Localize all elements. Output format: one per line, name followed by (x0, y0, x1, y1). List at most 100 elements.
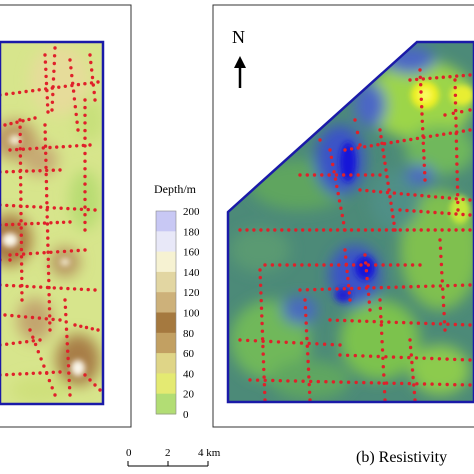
survey-point (408, 345, 413, 350)
survey-point (381, 365, 385, 369)
survey-point (454, 131, 458, 136)
survey-point (56, 250, 60, 254)
survey-point (312, 173, 317, 177)
survey-point (356, 173, 360, 177)
survey-point (328, 228, 333, 232)
survey-point (438, 322, 443, 326)
survey-point (20, 269, 24, 273)
survey-point (18, 147, 22, 151)
survey-point (252, 228, 256, 232)
survey-point (315, 342, 319, 346)
survey-point (440, 211, 444, 215)
survey-point (412, 209, 416, 213)
survey-point (44, 67, 48, 72)
survey-point (378, 173, 382, 177)
survey-point (422, 163, 426, 167)
survey-point (63, 298, 67, 302)
survey-point (402, 138, 406, 143)
survey-point (383, 161, 387, 165)
survey-point (460, 110, 464, 114)
survey-point (374, 263, 378, 267)
survey-point (419, 228, 423, 232)
survey-point (305, 288, 310, 292)
survey-point (79, 207, 84, 211)
survey-point (305, 336, 309, 341)
survey-point (63, 305, 68, 309)
survey-point (18, 118, 22, 122)
survey-point (46, 243, 50, 247)
survey-point (259, 228, 263, 232)
survey-point (345, 353, 350, 357)
survey-point (31, 339, 35, 343)
survey-point (25, 372, 29, 376)
survey-point (384, 168, 388, 172)
survey-point (45, 194, 49, 198)
legend-title: Depth/m (154, 182, 197, 196)
survey-point (19, 190, 23, 194)
survey-point (49, 221, 53, 225)
survey-point (75, 120, 79, 124)
survey-point (23, 315, 28, 319)
survey-point (59, 206, 63, 210)
survey-point (455, 193, 460, 197)
survey-point (433, 210, 437, 215)
survey-point (31, 89, 35, 93)
survey-point (61, 220, 66, 224)
survey-point (47, 378, 52, 383)
survey-point (377, 228, 382, 232)
survey-point (83, 174, 87, 179)
survey-point (262, 383, 267, 387)
survey-point (321, 228, 326, 232)
survey-point (73, 323, 77, 327)
survey-point (293, 379, 298, 383)
survey-point (416, 284, 420, 289)
survey-point (47, 278, 51, 283)
survey-point (51, 168, 55, 172)
survey-point (431, 322, 435, 326)
survey-point (238, 338, 242, 342)
survey-point (287, 228, 291, 232)
survey-point (286, 379, 290, 383)
survey-point (420, 119, 424, 124)
survey-point (83, 167, 87, 171)
legend-tick-label: 180 (183, 226, 200, 238)
survey-point (328, 148, 332, 152)
survey-point (468, 108, 472, 112)
survey-point (356, 228, 361, 232)
survey-point (342, 228, 347, 232)
survey-point (460, 283, 465, 287)
survey-point (433, 228, 437, 232)
survey-point (442, 311, 446, 316)
survey-point (307, 375, 311, 379)
survey-point (422, 382, 427, 386)
survey-point (468, 128, 472, 132)
survey-point (372, 189, 376, 193)
survey-point (33, 116, 37, 120)
survey-point (364, 269, 369, 273)
survey-point (46, 110, 50, 114)
survey-point (379, 320, 384, 324)
survey-point (36, 221, 40, 226)
survey-point (378, 306, 383, 310)
survey-point (37, 88, 41, 92)
survey-point (369, 144, 373, 148)
survey-point (386, 181, 390, 185)
survey-point (349, 147, 354, 151)
legend-swatch (156, 373, 176, 395)
survey-point (401, 285, 406, 289)
survey-point (15, 147, 19, 152)
survey-point (61, 145, 65, 149)
survey-point (392, 381, 396, 385)
survey-point (86, 207, 90, 212)
survey-point (420, 112, 424, 116)
survey-point (43, 144, 48, 148)
survey-point (70, 73, 74, 78)
survey-point (461, 129, 466, 133)
survey-point (11, 372, 15, 376)
survey-point (440, 228, 444, 232)
survey-point (306, 367, 311, 371)
survey-point (8, 148, 12, 152)
survey-point (409, 353, 413, 357)
survey-point (64, 312, 68, 317)
